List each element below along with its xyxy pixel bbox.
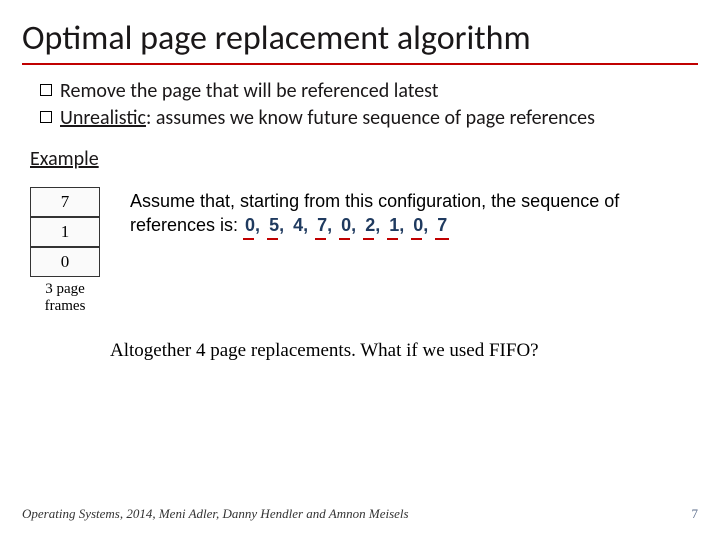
bullet-marker	[40, 84, 52, 96]
bullet-text: Remove the page that will be referenced …	[60, 79, 438, 104]
frames-caption-line: 3 page	[45, 281, 85, 297]
bullet-list: Remove the page that will be referenced …	[0, 65, 720, 131]
conclusion-text: Altogether 4 page replacements. What if …	[0, 316, 720, 362]
content-row: 7 1 0 3 page frames Assume that, startin…	[0, 171, 720, 316]
sequence-token: 1,	[387, 213, 406, 237]
sequence-token: 2,	[363, 213, 382, 237]
slide-title: Optimal page replacement algorithm	[0, 0, 720, 63]
sequence-token: 7	[435, 213, 449, 237]
frame-cell: 7	[30, 187, 100, 217]
frames-caption-line: frames	[45, 298, 86, 314]
example-heading: Example	[0, 133, 720, 171]
sequence-token: 0,	[243, 213, 262, 237]
footer: Operating Systems, 2014, Meni Adler, Dan…	[22, 506, 698, 522]
reference-sequence: 0, 5, 4, 7, 0, 2, 1, 0, 7	[243, 215, 449, 235]
page-number: 7	[692, 506, 699, 522]
frame-cell: 1	[30, 217, 100, 247]
assumption-text: Assume that, starting from this configur…	[130, 187, 670, 238]
bullet-rest: : assumes we know future sequence of pag…	[146, 106, 595, 130]
bullet-marker	[40, 111, 52, 123]
frames-caption: 3 page frames	[45, 281, 86, 316]
underlined-word: Unrealistic	[60, 106, 146, 130]
page-frames-column: 7 1 0 3 page frames	[30, 187, 100, 316]
bullet-item: Unrealistic: assumes we know future sequ…	[40, 106, 690, 131]
sequence-token: 0,	[411, 213, 430, 237]
footer-credits: Operating Systems, 2014, Meni Adler, Dan…	[22, 506, 409, 522]
sequence-token: 4,	[291, 213, 310, 237]
sequence-token: 5,	[267, 213, 286, 237]
sequence-token: 0,	[339, 213, 358, 237]
sequence-token: 7,	[315, 213, 334, 237]
bullet-item: Remove the page that will be referenced …	[40, 79, 690, 104]
bullet-text: Unrealistic: assumes we know future sequ…	[60, 106, 595, 131]
frame-cell: 0	[30, 247, 100, 277]
